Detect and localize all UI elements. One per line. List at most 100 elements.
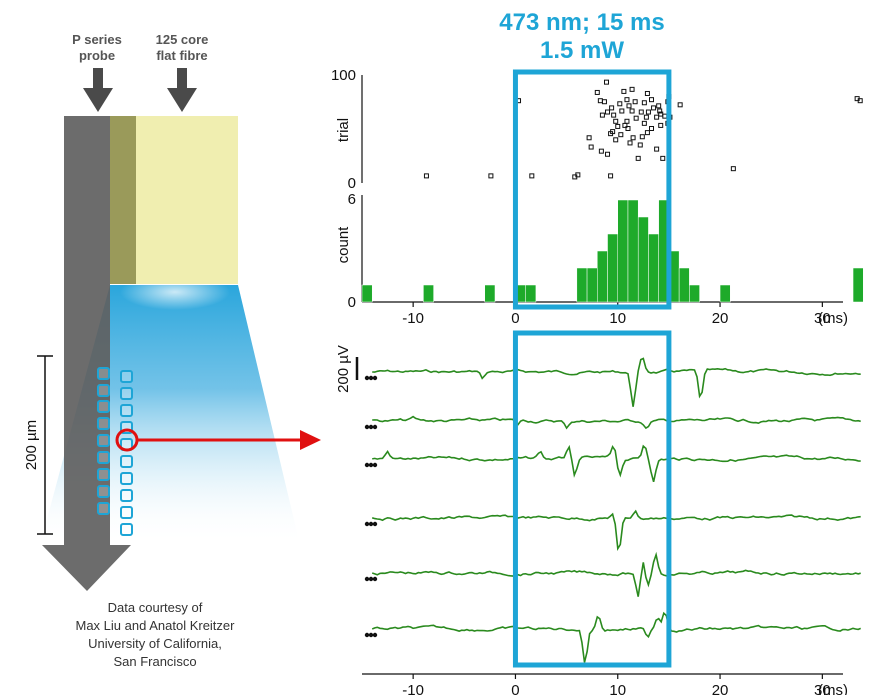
pointer-arrowhead-icon <box>300 430 321 450</box>
raster-point <box>625 126 631 131</box>
hist-xtick-label: 20 <box>712 310 729 327</box>
raster-point <box>857 98 863 104</box>
hist-xtick-label: 10 <box>609 310 626 327</box>
raster-point <box>597 98 603 104</box>
trace-xtick-label: 0 <box>511 682 519 695</box>
raster-point <box>529 173 535 179</box>
raster-point <box>629 108 635 114</box>
raster-point <box>603 79 609 85</box>
raster-point <box>658 122 664 128</box>
raster-point <box>645 109 651 115</box>
hist-ylabel: count <box>335 226 352 264</box>
recording-site <box>97 367 110 380</box>
raster-point <box>617 101 623 107</box>
raster-point <box>599 112 605 118</box>
probe-label-line1: P series <box>72 32 122 47</box>
hist-bar <box>525 284 537 303</box>
stimulus-title-line2: 1.5 mW <box>540 37 624 64</box>
raster-point <box>656 103 662 109</box>
raster-point <box>662 113 668 119</box>
raster-point <box>638 109 644 115</box>
trace-xunit: (ms) <box>818 682 848 695</box>
trace-marker <box>372 462 378 468</box>
hist-ytick-max: 6 <box>348 191 356 208</box>
raster-point <box>594 89 600 95</box>
hist-xtick-label: 30 <box>814 310 831 327</box>
recording-site <box>120 472 133 485</box>
trace-marker <box>368 375 374 381</box>
raster-point <box>605 109 611 115</box>
hist-bar <box>607 233 619 303</box>
recording-site <box>120 404 133 417</box>
trace-marker <box>364 576 370 582</box>
hist-xtick-label: 0 <box>511 310 519 327</box>
stimulus-window-top <box>512 69 672 310</box>
hist-xtick-label: -10 <box>402 310 424 327</box>
trace-xtick-label: 20 <box>712 682 729 695</box>
raster-point <box>633 115 639 121</box>
raster-point <box>641 120 647 126</box>
raster-point <box>613 137 619 143</box>
trace-marker <box>372 521 378 527</box>
voltage-trace <box>371 509 861 552</box>
trace-marker <box>364 424 370 430</box>
recording-site <box>120 506 133 519</box>
raster-point <box>637 142 643 148</box>
fibre-label-line1: 125 core <box>156 32 209 47</box>
raster-point <box>615 123 621 129</box>
raster-ytick-max: 100 <box>331 67 356 84</box>
raster-point <box>609 105 615 111</box>
raster-point <box>639 134 645 140</box>
recording-site <box>120 370 133 383</box>
raster-point <box>621 88 627 94</box>
raster-point <box>598 148 604 154</box>
raster-ytick-min: 0 <box>348 175 356 192</box>
raster-point <box>586 135 592 141</box>
trace-marker <box>364 375 370 381</box>
raster-point <box>613 118 619 124</box>
hist-bar <box>617 199 629 303</box>
raster-point <box>658 111 664 117</box>
raster-point <box>588 144 594 150</box>
raster-point <box>601 99 607 105</box>
probe-illustration: P series probe 125 core flat fibre 200 <box>23 32 321 669</box>
stimulus-title-line1: 473 nm; 15 ms <box>499 9 664 36</box>
hist-bar <box>648 233 659 303</box>
fibre-arrow-icon <box>167 68 197 112</box>
trace-marker <box>368 521 374 527</box>
voltage-trace <box>371 611 861 663</box>
hist-bar <box>576 267 588 303</box>
fibre-cladding <box>110 116 136 284</box>
raster-point <box>626 103 632 109</box>
recording-site <box>97 384 110 397</box>
probe-label-line2: probe <box>79 48 115 63</box>
credit-line2: Max Liu and Anatol Kreitzer <box>76 618 236 633</box>
histogram: 6 0 count -10 0 10 20 30(ms) <box>335 191 864 327</box>
raster-point <box>730 166 736 172</box>
probe-scale-bar: 200 µm <box>23 355 53 535</box>
raster-point <box>488 173 494 179</box>
hist-ytick-min: 0 <box>348 294 356 311</box>
raster-point <box>610 129 616 135</box>
raster-point <box>627 140 633 146</box>
trace-marker <box>368 462 374 468</box>
hist-xunit: (ms) <box>818 310 848 327</box>
trace-marker <box>364 462 370 468</box>
raster-point <box>641 100 647 106</box>
trace-xtick-label: 10 <box>609 682 626 695</box>
trace-marker <box>368 632 374 638</box>
recording-site <box>120 455 133 468</box>
raster-point <box>677 102 683 108</box>
raster-point <box>632 99 638 105</box>
hist-bar <box>597 250 608 303</box>
hist-bar <box>678 267 690 303</box>
recording-site <box>97 451 110 464</box>
hist-bar <box>689 284 700 303</box>
voltage-trace <box>372 444 861 483</box>
recording-site <box>97 502 110 515</box>
raster-point <box>635 155 641 161</box>
trace-marker <box>364 521 370 527</box>
voltage-trace <box>371 551 861 597</box>
raster-point <box>608 173 614 179</box>
trace-xtick-label: 30 <box>814 682 831 695</box>
